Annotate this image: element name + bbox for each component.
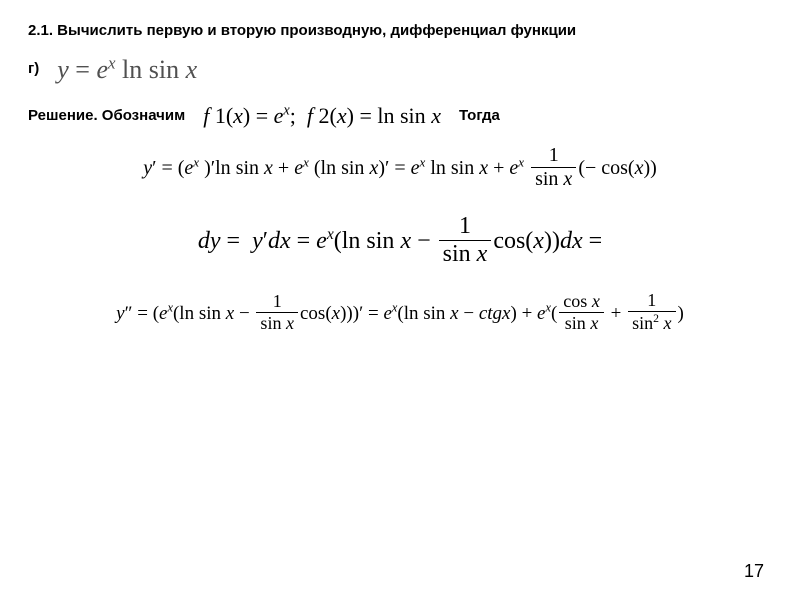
equation-main: y = ex ln sin x: [57, 53, 197, 85]
section-heading: 2.1. Вычислить первую и вторую производн…: [28, 22, 772, 39]
solution-row: Решение. Обозначим f 1(x) = ex; f 2(x) =…: [28, 103, 772, 129]
page: 2.1. Вычислить первую и вторую производн…: [0, 0, 800, 600]
solution-label: Решение. Обозначим: [28, 107, 185, 124]
equation-definitions: f 1(x) = ex; f 2(x) = ln sin x: [203, 103, 441, 129]
equation-second-derivative: y″ = (ex(ln sin x − 1sin xcos(x)))′ = ex…: [28, 293, 772, 335]
equation-differential: dy = y′dx = ex(ln sin x − 1sin xcos(x))d…: [28, 216, 772, 269]
page-number: 17: [744, 561, 764, 582]
then-label: Тогда: [459, 107, 500, 124]
problem-row: г) y = ex ln sin x: [28, 53, 772, 85]
equation-first-derivative: y′ = (ex )′ln sin x + ex (ln sin x)′ = e…: [28, 147, 772, 192]
item-label: г): [28, 60, 39, 77]
